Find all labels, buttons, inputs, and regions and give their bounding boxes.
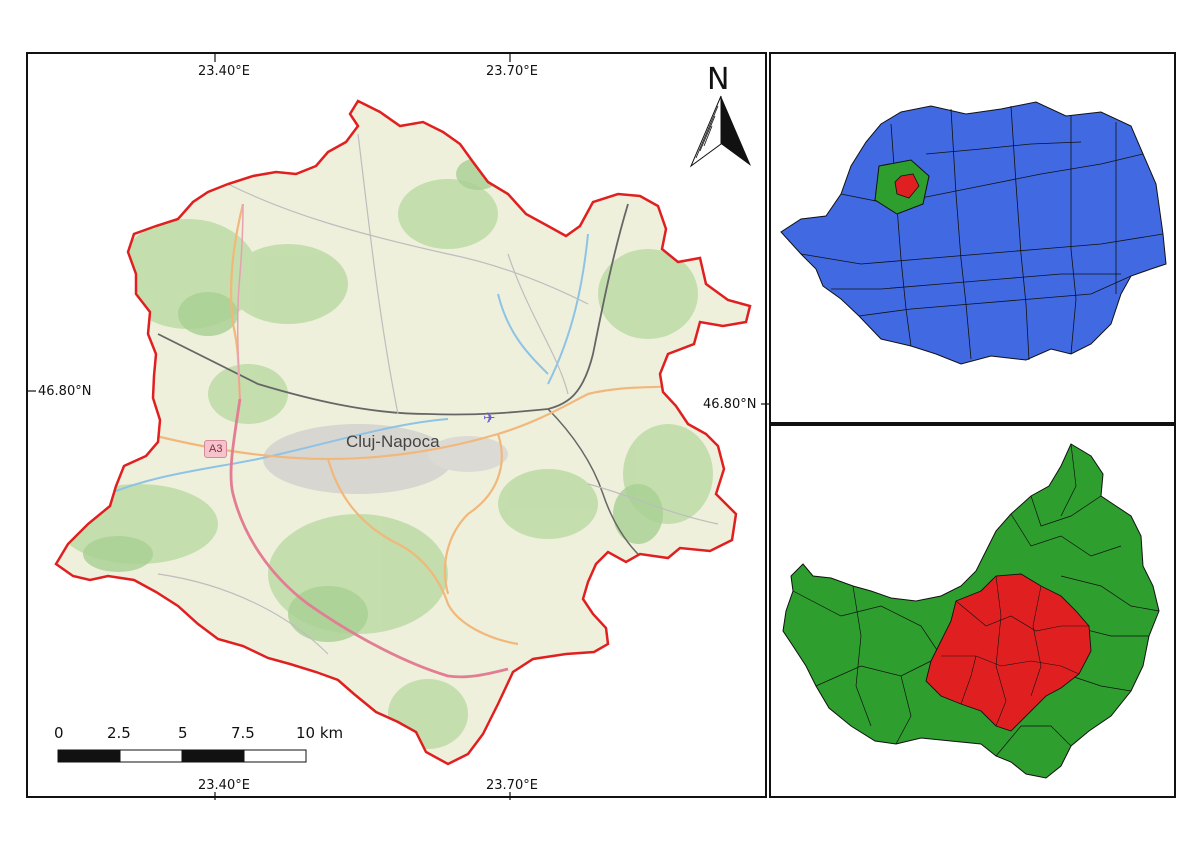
inset-county-map [782,443,1160,779]
terrain-layer [56,101,750,764]
coord-bottom-left: 23.40°E [198,778,250,793]
county-communes [792,443,1160,757]
coord-left: 46.80°N [38,384,92,399]
coord-right: 46.80°N [703,397,757,412]
metro-area-highlight [925,573,1092,732]
graticule-ticks [28,54,769,800]
main-map-svg [28,54,769,800]
inset-country-map [780,101,1167,365]
scale-label-2-5: 2.5 [107,724,131,742]
inset-county-frame [769,424,1176,798]
north-label: N [707,62,730,97]
coord-top-right: 23.70°E [486,64,538,79]
city-label: Cluj-Napoca [346,432,440,451]
road-shield-a3: A3 [204,440,228,458]
inset-country-frame [769,52,1176,424]
airport-icon: ✈ [483,409,496,427]
scale-label-5: 5 [178,724,188,742]
scale-label-7-5: 7.5 [231,724,255,742]
city-highlight [894,173,920,199]
scale-label-10km: 10 km [296,724,344,742]
scale-label-0: 0 [54,724,64,742]
coord-bottom-right: 23.70°E [486,778,538,793]
coord-top-left: 23.40°E [198,64,250,79]
country-outline [780,101,1167,365]
main-map-frame: 23.40°E 23.70°E 23.40°E 23.70°E 46.80°N … [26,52,769,800]
